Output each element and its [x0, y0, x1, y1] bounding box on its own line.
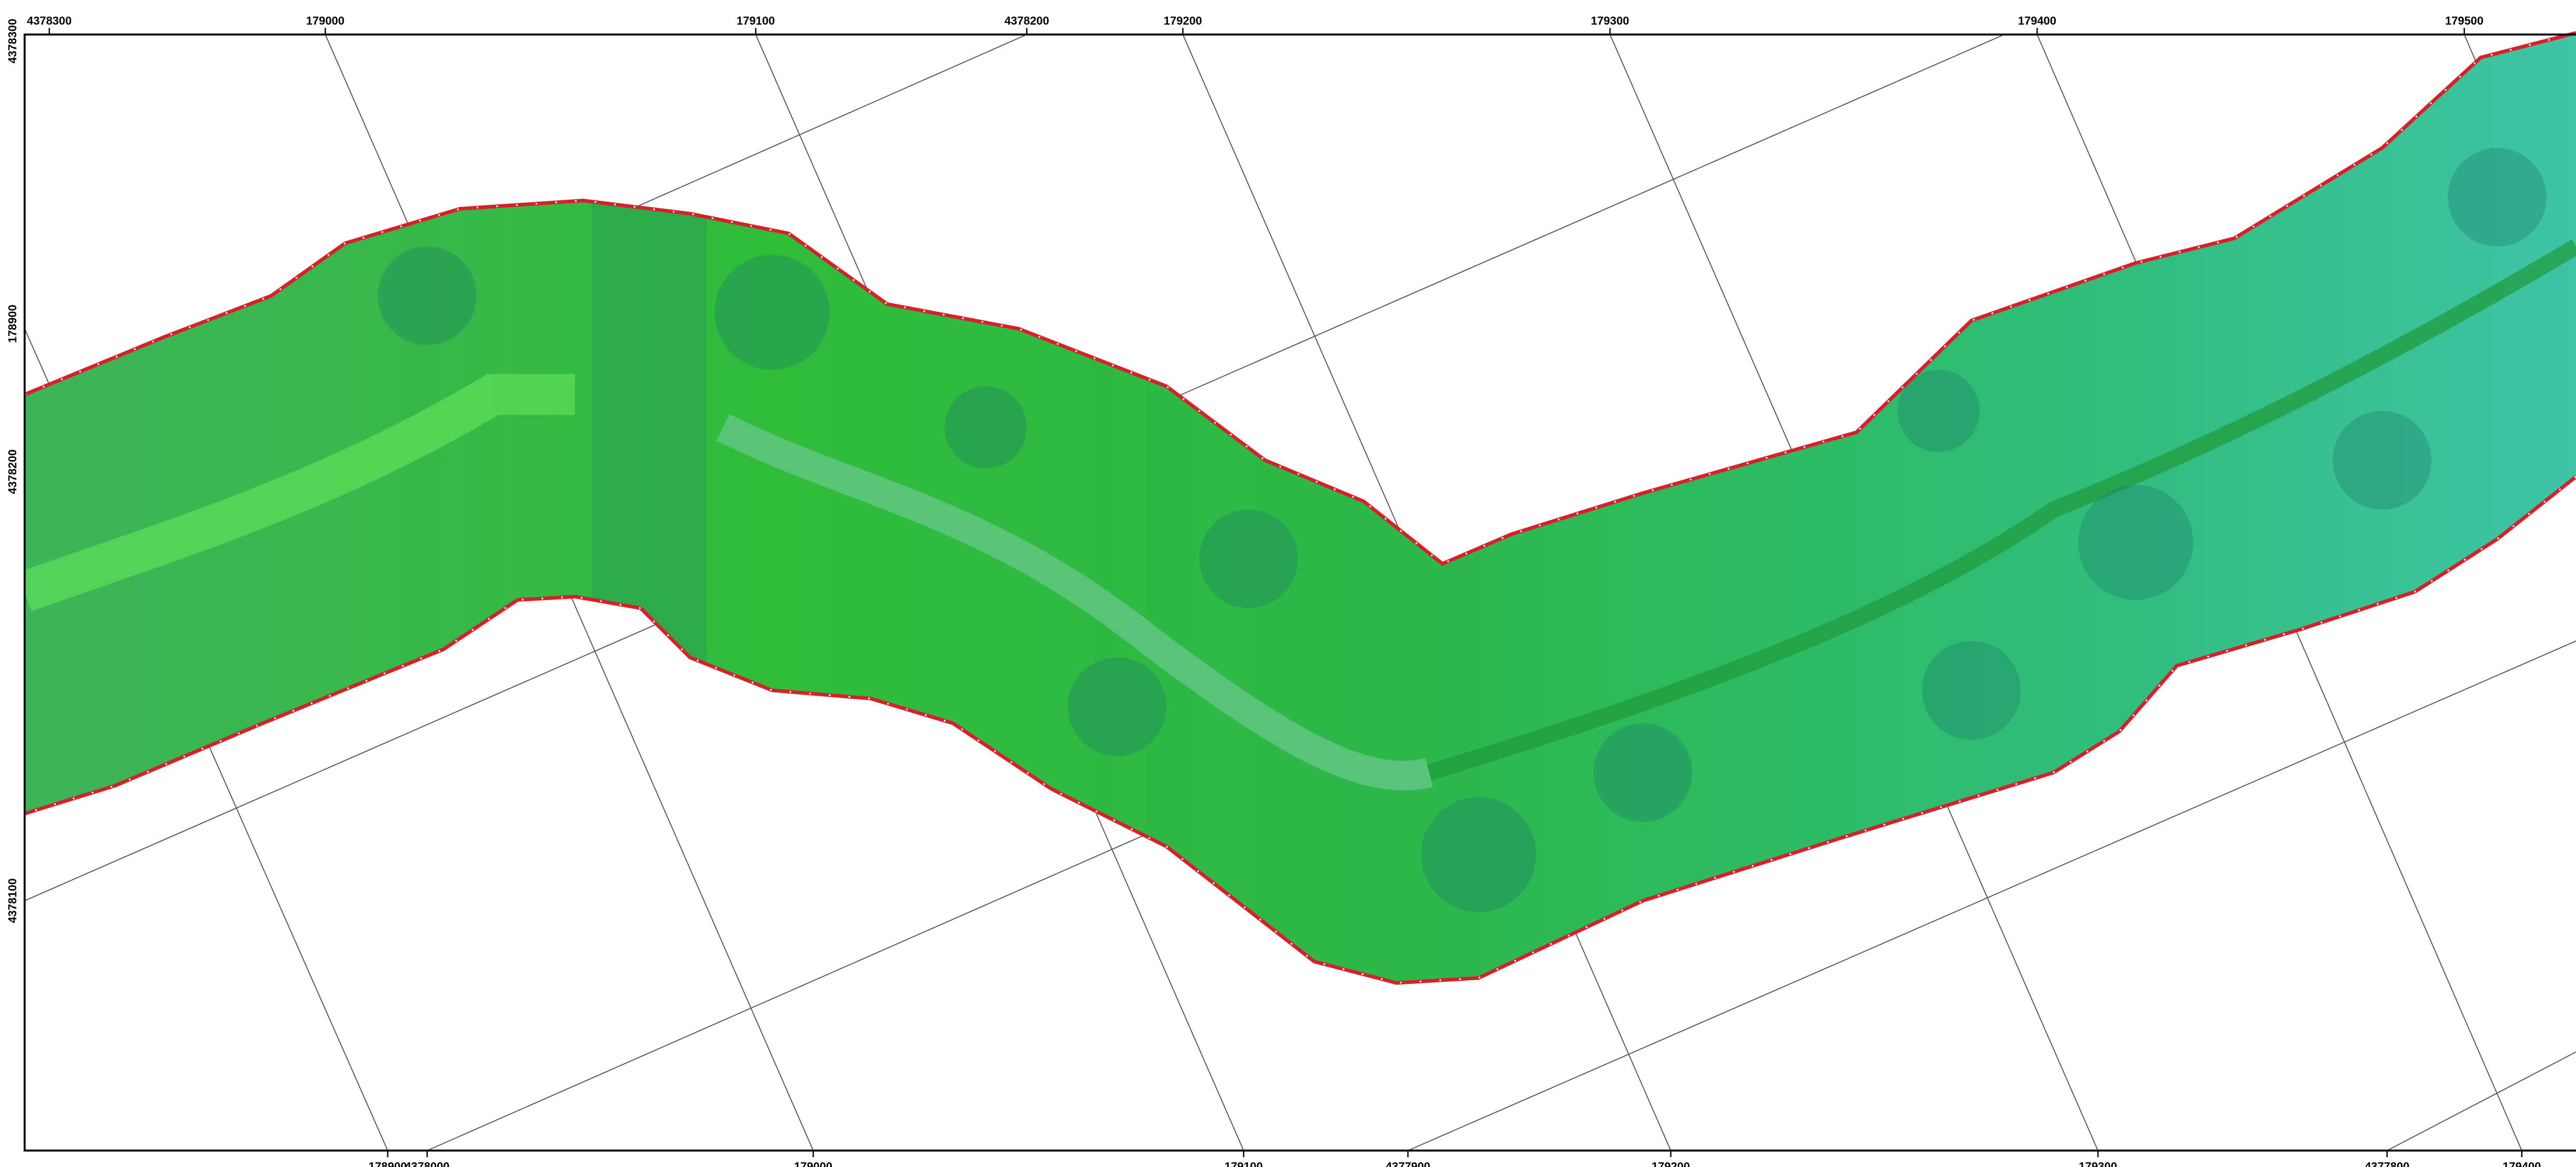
- bottom-label: 179400: [2503, 1160, 2541, 1167]
- bottom-label: 4378000: [405, 1160, 449, 1167]
- bottom-label: 179300: [2079, 1160, 2117, 1167]
- bottom-label: 179000: [794, 1160, 832, 1167]
- top-label: 4378200: [1005, 15, 1049, 27]
- top-label: 179200: [1164, 15, 1202, 27]
- left-label: 4378300: [6, 19, 19, 63]
- coordinate-labels: 4378300 179000 179100 4378200 179200 179300 17…: [6, 15, 2541, 1167]
- top-label: 179400: [2018, 15, 2056, 27]
- bottom-label: 179100: [1224, 1160, 1263, 1167]
- left-label: 178900: [6, 304, 19, 343]
- boundary-dots: [24, 32, 2576, 984]
- top-label: 179300: [1591, 15, 1629, 27]
- top-label: 179500: [2445, 15, 2484, 27]
- bottom-label: 179200: [1652, 1160, 1690, 1167]
- bottom-label: 4377900: [1386, 1160, 1430, 1167]
- map-frame: [23, 33, 2576, 1152]
- top-label: 179000: [306, 15, 344, 27]
- bottom-label: 4377800: [2365, 1160, 2410, 1167]
- top-label: 4378300: [27, 15, 72, 27]
- left-label: 4378100: [6, 878, 19, 923]
- left-label: 4378200: [6, 449, 19, 494]
- bottom-label: 178900: [369, 1160, 407, 1167]
- top-label: 179100: [736, 15, 775, 27]
